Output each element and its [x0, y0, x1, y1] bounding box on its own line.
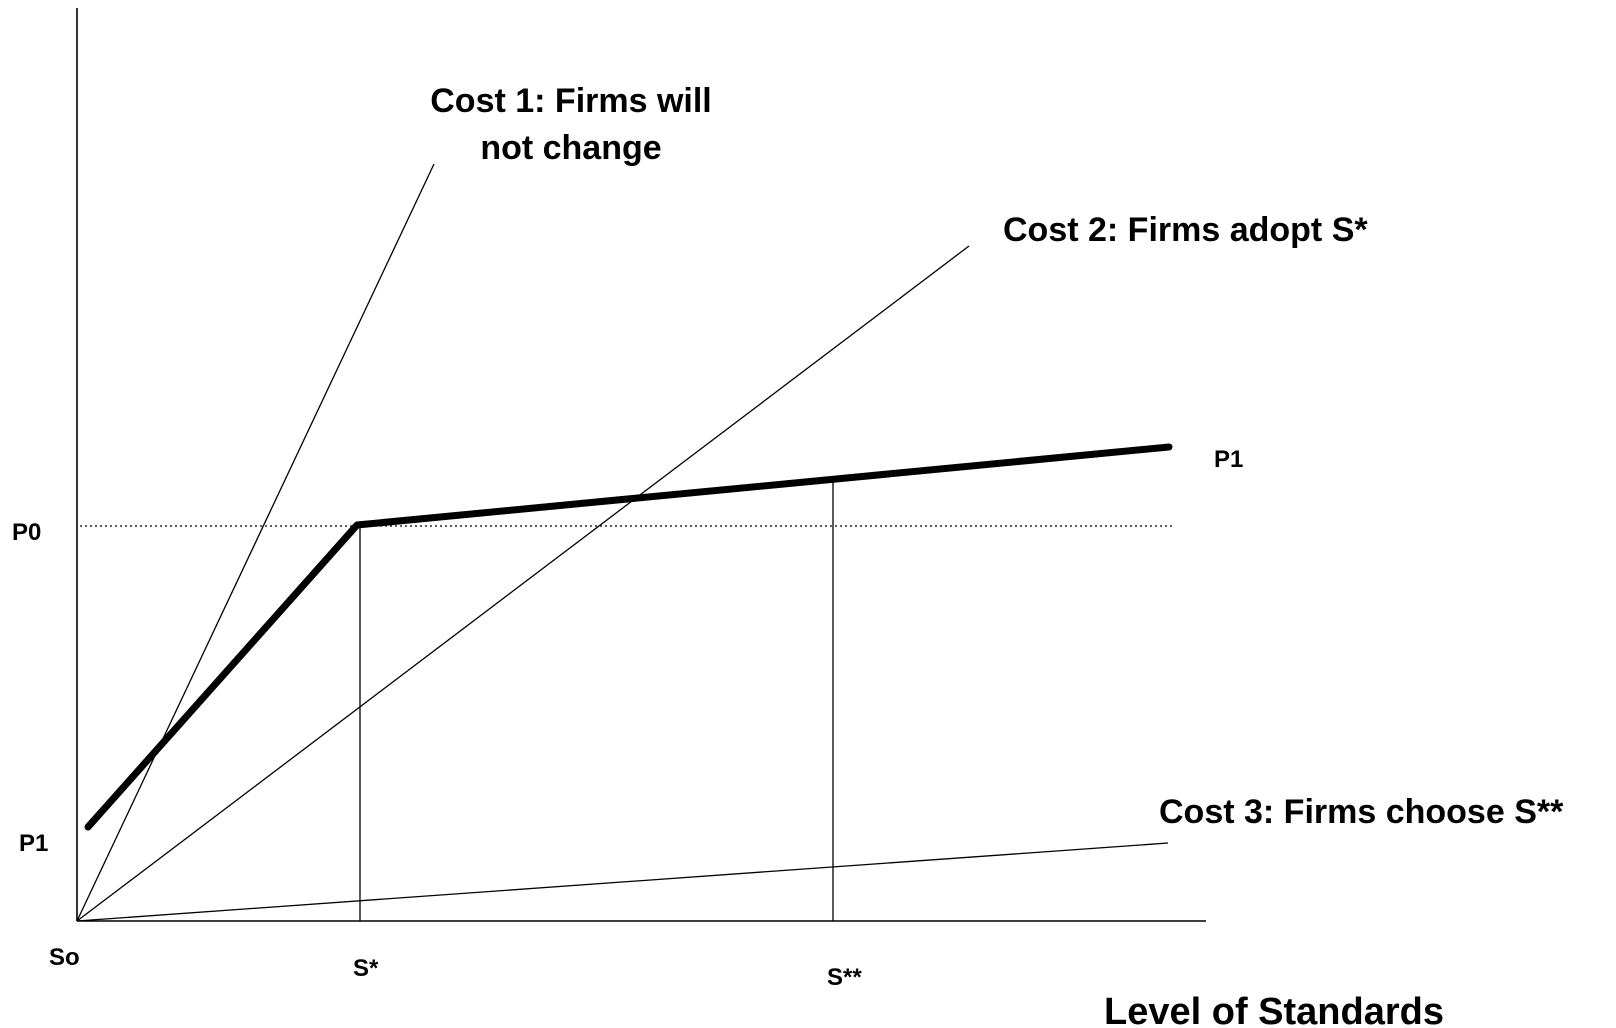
s-double-star-label: S**	[827, 964, 862, 991]
s-star-label: S*	[353, 955, 379, 982]
so-label: So	[49, 944, 80, 971]
p1-left-label: P1	[19, 830, 48, 857]
p1-right-label: P1	[1214, 446, 1243, 473]
x-axis-title: Level of Standards	[1104, 991, 1444, 1028]
cost3-label: Cost 3: Firms choose S**	[1159, 793, 1564, 831]
cost1-label-line1: Cost 1: Firms will	[430, 82, 712, 120]
cost3-line	[76, 842, 1169, 922]
cost1-label-line2: not change	[480, 129, 661, 167]
p0-label: P0	[12, 519, 41, 546]
cost1-line	[76, 163, 435, 922]
thick-price-curve	[84, 443, 1173, 831]
cost2-line	[76, 245, 970, 922]
cost2-label: Cost 2: Firms adopt S*	[1003, 211, 1368, 249]
